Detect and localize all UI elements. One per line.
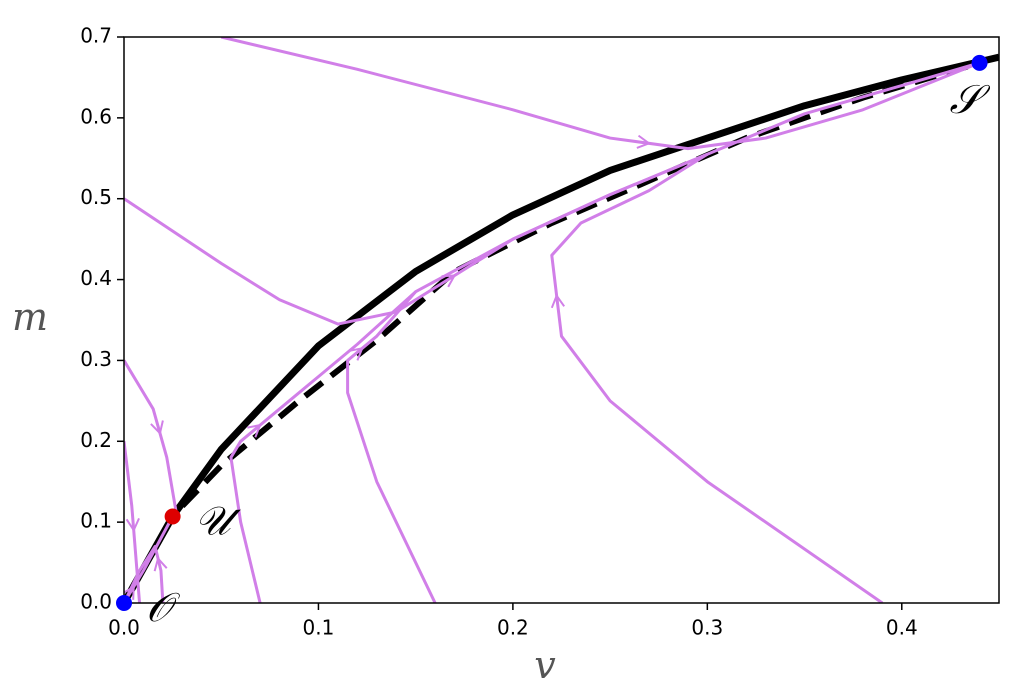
arrowhead (125, 517, 140, 533)
point-label: 𝒮 (950, 77, 991, 123)
curve (124, 515, 174, 603)
y-tick-label: 0.4 (80, 266, 112, 290)
plot-frame (123, 36, 1000, 604)
x-tick-label: 0.3 (691, 616, 723, 640)
y-tick-label: 0.5 (80, 185, 112, 209)
x-tick-label: 0.1 (303, 616, 335, 640)
arrowhead (636, 134, 652, 149)
arrowhead (153, 556, 168, 572)
arrowhead (550, 293, 566, 309)
curve (124, 53, 999, 603)
fixed-point (164, 508, 181, 525)
arrowhead (247, 423, 262, 438)
fixed-point (116, 595, 132, 611)
y-tick-label: 0.6 (80, 104, 112, 128)
curve (550, 152, 884, 603)
point-label: 𝒰 (195, 498, 242, 544)
x-tick-label: 0.4 (886, 616, 918, 640)
y-tick-label: 0.1 (80, 509, 112, 533)
x-axis-label: v (534, 643, 556, 687)
y-axis-label: m (12, 295, 48, 339)
point-label: 𝒪 (146, 585, 181, 631)
arrowhead (150, 420, 164, 436)
curve (180, 59, 981, 509)
y-tick-label: 0.7 (80, 24, 112, 48)
x-tick-label: 0.2 (497, 616, 529, 640)
y-tick-label: 0.0 (80, 590, 112, 614)
fixed-point (971, 54, 988, 71)
arrowhead (349, 346, 364, 361)
plot-area (124, 37, 999, 603)
arrowhead (124, 585, 135, 600)
curve (346, 152, 708, 603)
x-tick-label: 0.0 (108, 616, 140, 640)
y-tick-label: 0.3 (80, 347, 112, 371)
curve (124, 359, 178, 515)
y-tick-label: 0.2 (80, 428, 112, 452)
